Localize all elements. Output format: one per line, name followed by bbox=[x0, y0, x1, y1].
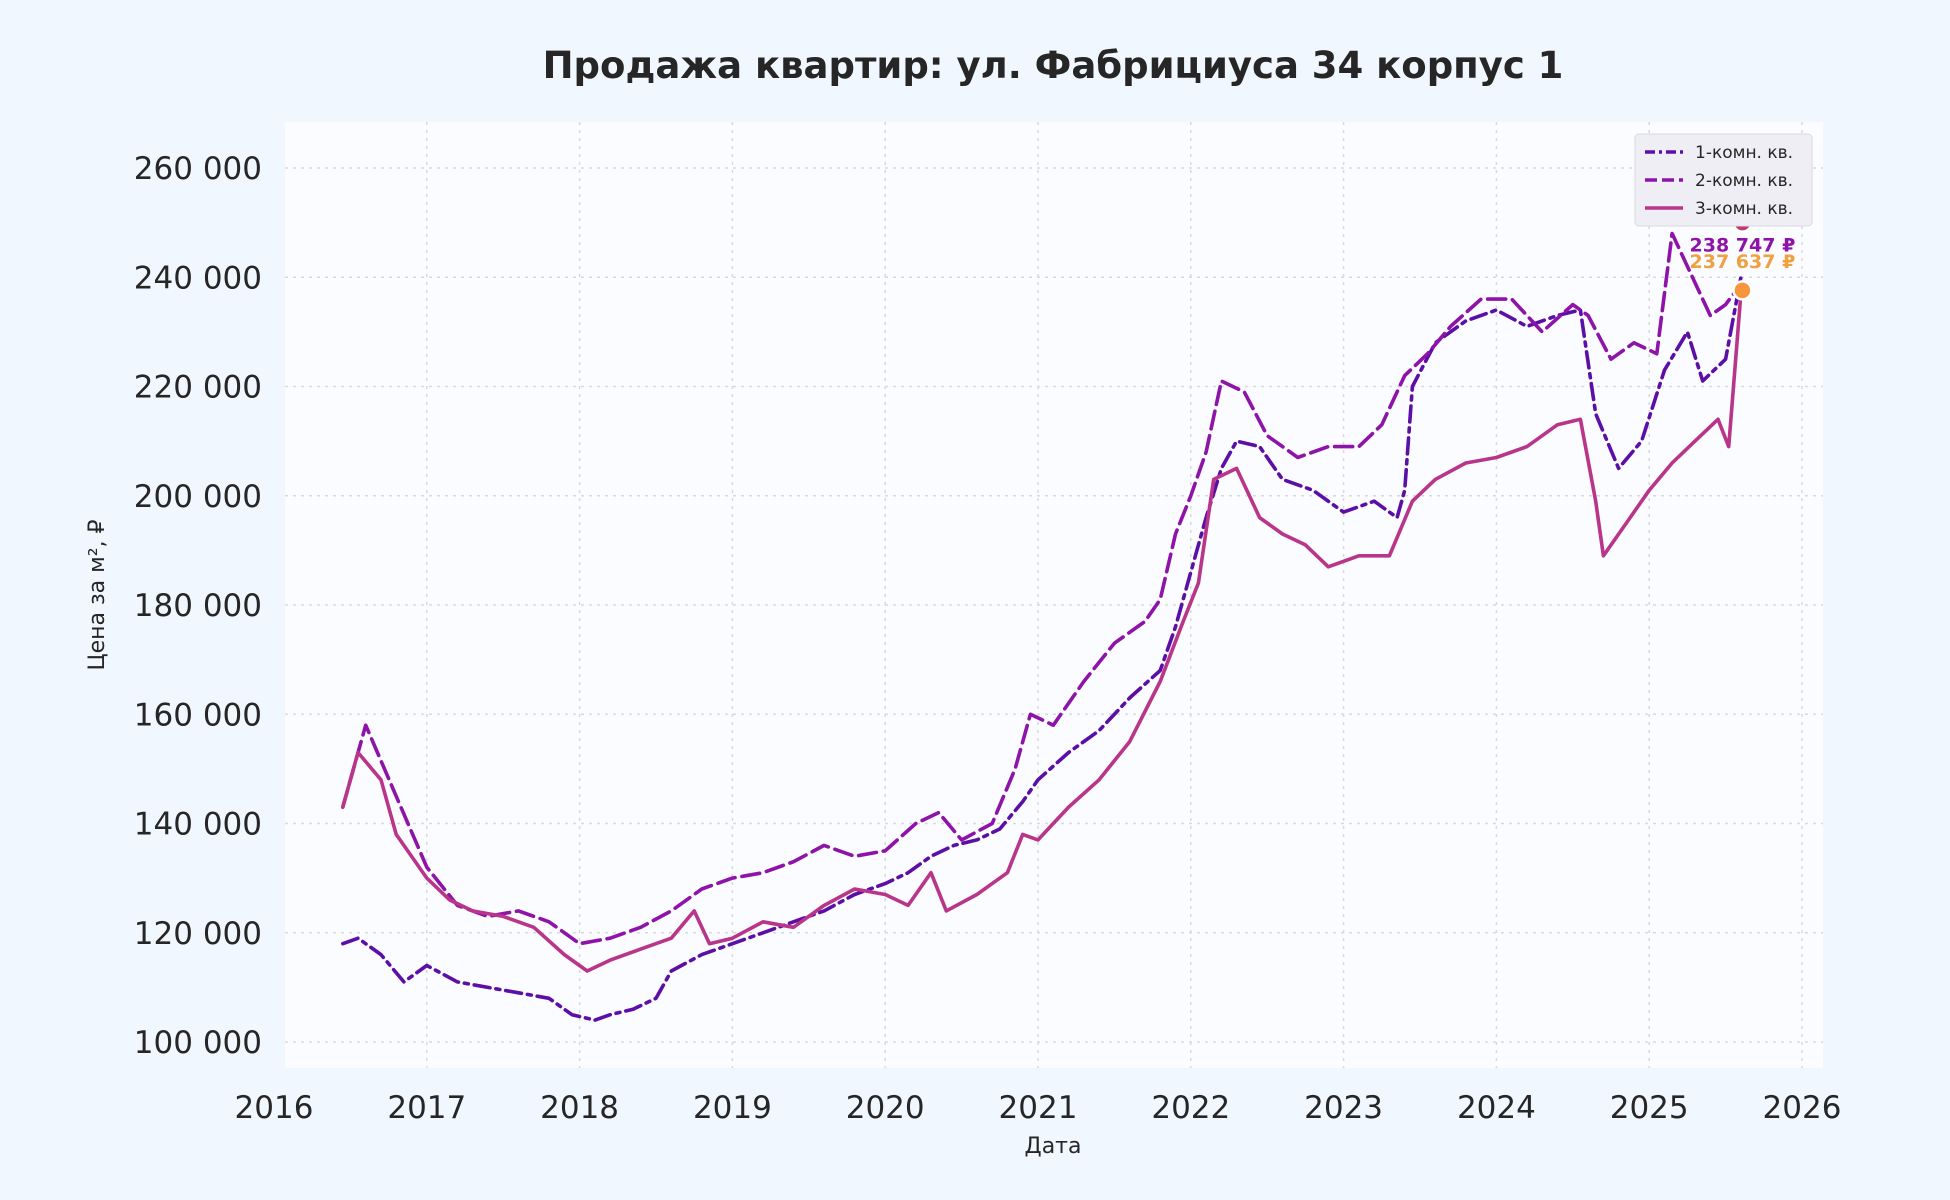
end-markers: 238 747 ₽237 637 ₽ bbox=[1690, 212, 1796, 301]
y-tick-label: 160 000 bbox=[134, 697, 262, 733]
y-tick-label: 180 000 bbox=[134, 588, 262, 624]
chart-title: Продажа квартир: ул. Фабрициуса 34 корпу… bbox=[543, 44, 1564, 87]
series-lines bbox=[341, 231, 1743, 1022]
y-tick-label: 100 000 bbox=[134, 1025, 262, 1061]
x-axis-title: Дата bbox=[1025, 1134, 1082, 1159]
end-marker-2 bbox=[1732, 280, 1753, 301]
x-tick-label: 2017 bbox=[387, 1090, 466, 1126]
legend-label-3: 3-комн. кв. bbox=[1695, 199, 1793, 219]
legend-box bbox=[1634, 133, 1813, 227]
x-tick-label: 2025 bbox=[1610, 1090, 1689, 1126]
x-tick-label: 2019 bbox=[693, 1090, 772, 1126]
legend: 1-комн. кв. 2-комн. кв. 3-комн. кв. bbox=[1634, 133, 1813, 227]
x-tick-label: 2020 bbox=[846, 1090, 925, 1126]
y-tick-label: 260 000 bbox=[134, 151, 262, 187]
x-tick-label: 2023 bbox=[1304, 1090, 1383, 1126]
x-tick-label: 2021 bbox=[999, 1090, 1078, 1126]
y-tick-label: 120 000 bbox=[134, 916, 262, 952]
y-tick-label: 200 000 bbox=[134, 479, 262, 515]
x-tick-label: 2024 bbox=[1457, 1090, 1536, 1126]
x-tick-label: 2016 bbox=[235, 1090, 314, 1126]
y-axis-ticks: 100 000 120 000 140 000 160 000 180 000 200 0… bbox=[134, 151, 262, 1061]
y-tick-label: 140 000 bbox=[134, 807, 262, 843]
end-value-label-2: 237 637 ₽ bbox=[1690, 251, 1796, 273]
x-tick-label: 2026 bbox=[1763, 1090, 1842, 1126]
end-value-label-1: 238 747 ₽ bbox=[1690, 235, 1796, 257]
y-tick-label: 240 000 bbox=[134, 260, 262, 296]
series-line-3 bbox=[341, 291, 1743, 973]
y-axis-title: Цена за м², ₽ bbox=[85, 519, 110, 670]
series-line-1 bbox=[341, 275, 1743, 1022]
plot-area bbox=[285, 122, 1823, 1068]
y-tick-label: 220 000 bbox=[134, 370, 262, 406]
legend-label-2: 2-комн. кв. bbox=[1695, 171, 1793, 191]
legend-label-1: 1-комн. кв. bbox=[1695, 143, 1793, 163]
x-tick-label: 2018 bbox=[540, 1090, 619, 1126]
series-line-2 bbox=[341, 231, 1743, 946]
x-axis-ticks: 2016 2017 2018 2019 2020 2021 2022 2023 2024 2025… bbox=[235, 1090, 1842, 1126]
x-tick-label: 2022 bbox=[1151, 1090, 1230, 1126]
